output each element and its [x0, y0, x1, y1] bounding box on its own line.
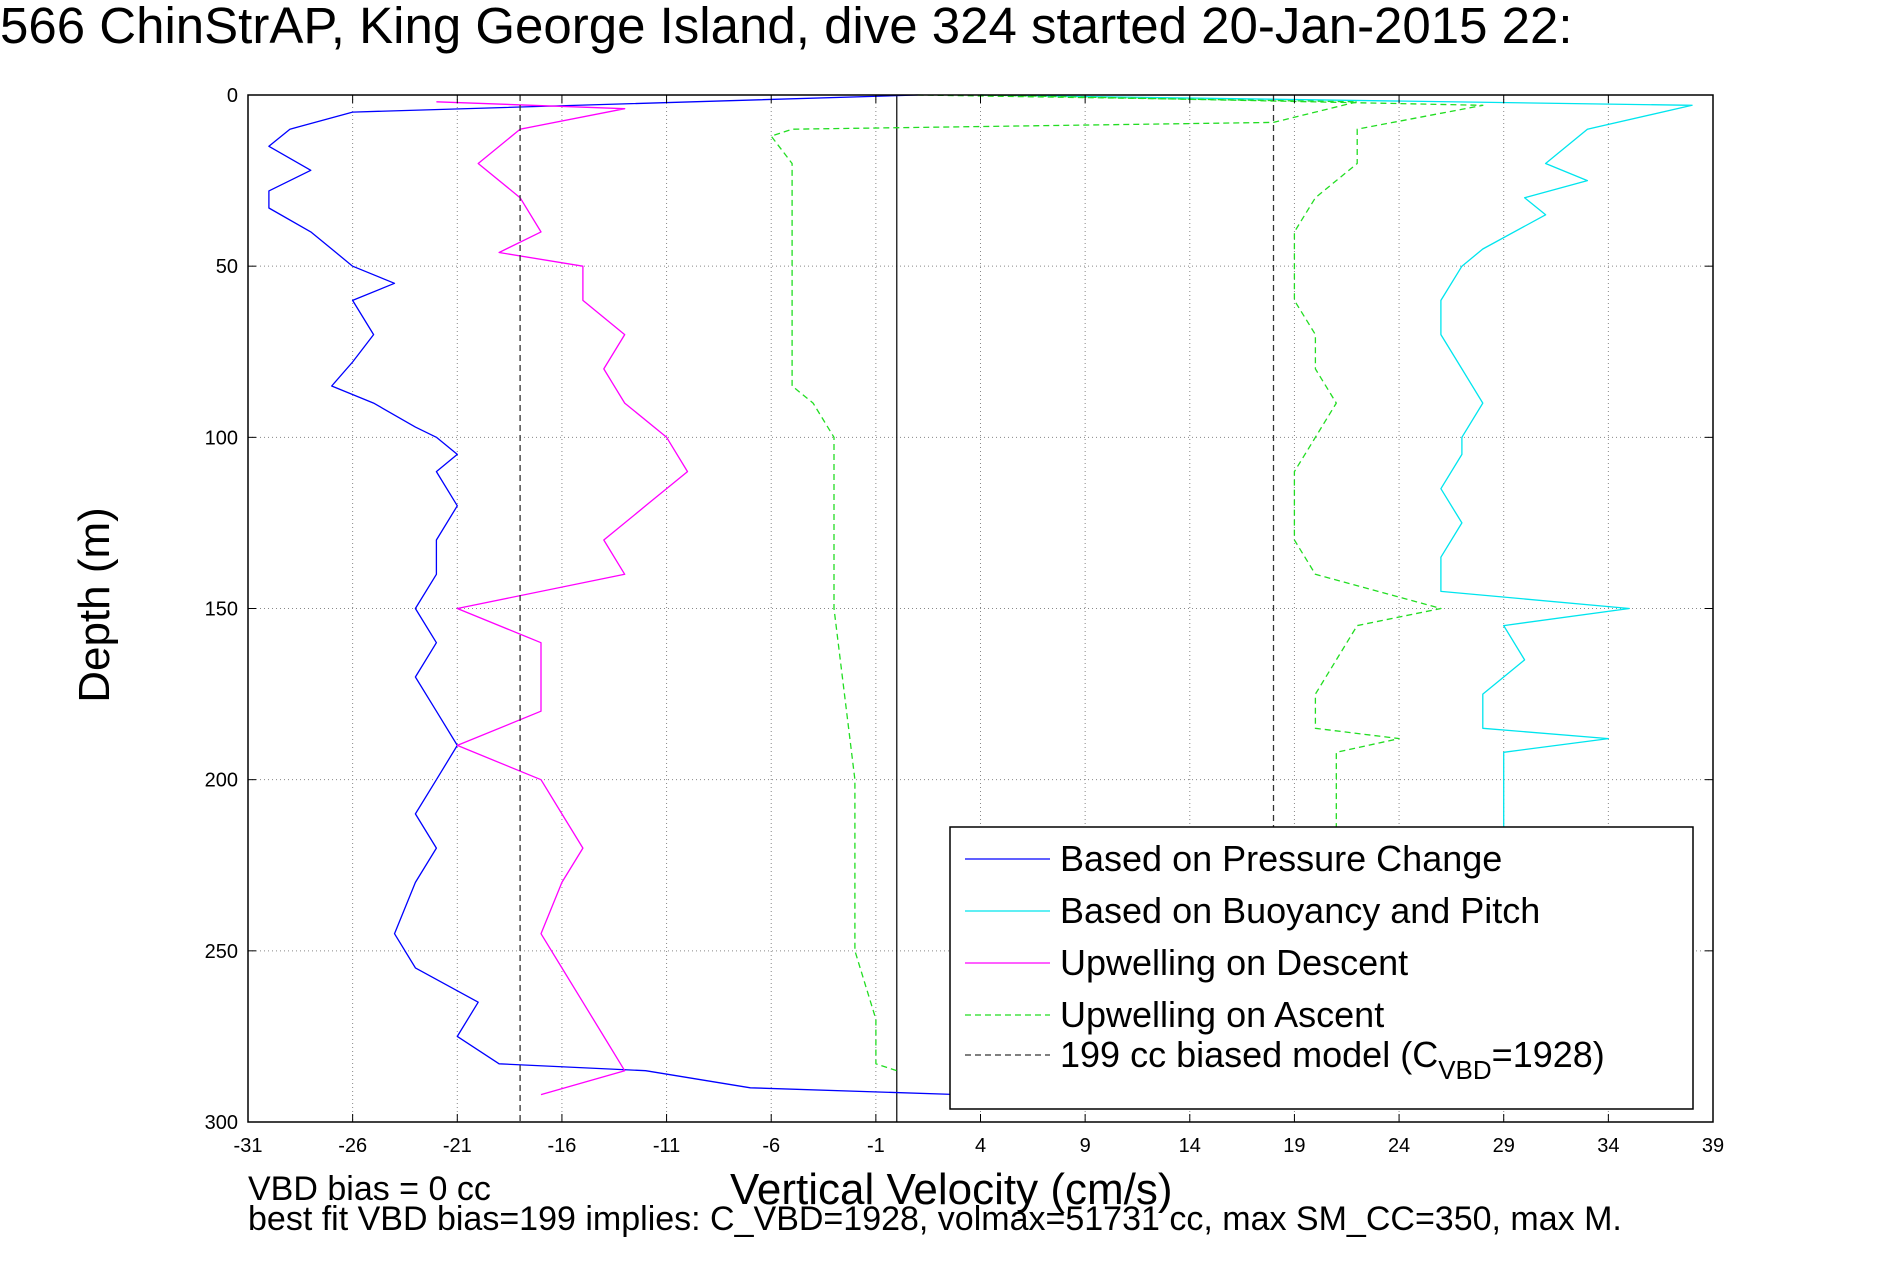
y-tick-label: 250	[205, 941, 238, 963]
footer-line-2: best fit VBD bias=199 implies: C_VBD=192…	[248, 1200, 1622, 1238]
x-tick-label: -16	[547, 1135, 576, 1157]
y-tick-label: 200	[205, 770, 238, 792]
chart-title: 566 ChinStrAP, King George Island, dive …	[0, 0, 1573, 54]
legend: Based on Pressure Change Based on Buoyanc…	[949, 826, 1694, 1110]
x-tick-label: -6	[762, 1135, 780, 1157]
legend-box	[949, 826, 1694, 1110]
x-tick-label: -1	[867, 1135, 885, 1157]
y-tick-label: 150	[205, 599, 238, 621]
legend-label: Based on Pressure Change	[1060, 838, 1502, 879]
x-tick-label: 24	[1388, 1135, 1410, 1157]
x-tick-label: -26	[338, 1135, 367, 1157]
series-line-4	[980, 94, 1484, 831]
series-line-2	[436, 101, 689, 1096]
footer-line-1: VBD bias = 0 cc	[248, 1170, 491, 1208]
x-tick-label: 4	[975, 1135, 986, 1157]
legend-label: Based on Buoyancy and Pitch	[1060, 890, 1540, 931]
series-line-0	[268, 94, 960, 1096]
x-tick-label: -31	[234, 1135, 263, 1157]
y-tick-label: 300	[205, 1112, 238, 1134]
series-line-3	[770, 94, 1358, 1072]
y-tick-label: 100	[205, 427, 238, 449]
legend-label-tail: =1928)	[1492, 1034, 1605, 1075]
x-tick-label: 29	[1493, 1135, 1515, 1157]
x-tick-label: 19	[1283, 1135, 1305, 1157]
legend-label-subscript: VBD	[1438, 1055, 1491, 1085]
x-axis-label: Vertical Velocity (cm/s)	[730, 1165, 1173, 1214]
x-tick-label: 34	[1597, 1135, 1619, 1157]
x-tick-label: 14	[1179, 1135, 1201, 1157]
x-tick-label: -11	[653, 1135, 680, 1157]
x-tick-label: -21	[443, 1135, 472, 1157]
legend-label: Upwelling on Ascent	[1060, 994, 1384, 1035]
y-tick-label: 50	[216, 256, 238, 278]
legend-label: Upwelling on Descent	[1060, 942, 1408, 983]
y-tick-label: 0	[227, 85, 238, 107]
series-line-1	[980, 94, 1693, 831]
series-group	[268, 94, 1693, 1122]
ticks: -31 -26 -21 -16 -11 -6 -1 4 9 14 19 24 29 34 39 0 50 100 1…	[205, 85, 1725, 1157]
x-tick-label: 9	[1080, 1135, 1091, 1157]
x-tick-label: 39	[1702, 1135, 1724, 1157]
